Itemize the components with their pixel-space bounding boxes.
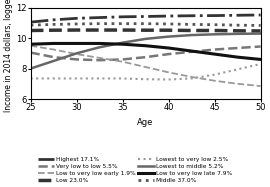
Legend: Highest 17.1%, Very low to low 5.5%, Low to very low early 1.9%, Low 23.0%, Lowe: Highest 17.1%, Very low to low 5.5%, Low… [36,156,234,184]
X-axis label: Age: Age [137,118,154,127]
Y-axis label: Income in 2014 dollars, logged: Income in 2014 dollars, logged [4,0,13,112]
